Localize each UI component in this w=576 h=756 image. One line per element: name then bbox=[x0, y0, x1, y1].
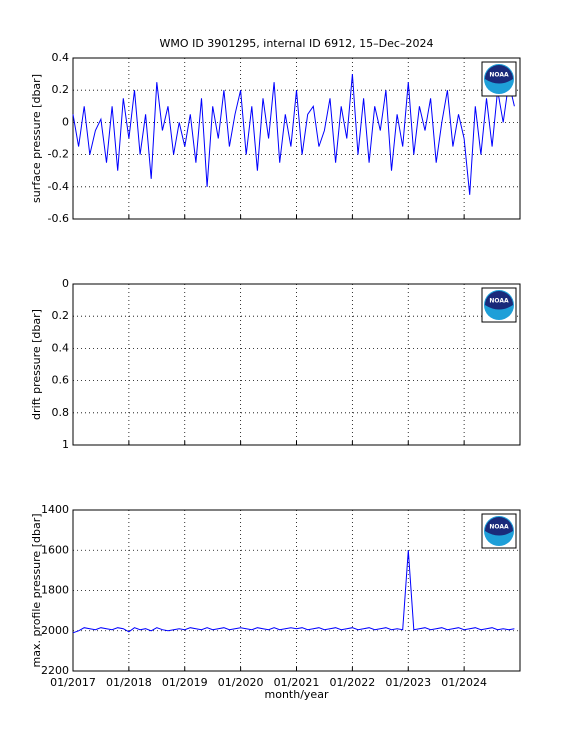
x-tick-label: 01/2023 bbox=[385, 676, 431, 689]
logo-bird bbox=[485, 65, 513, 84]
y-tick-label: 0 bbox=[62, 115, 69, 128]
logo-bird bbox=[485, 517, 513, 536]
plot-frame bbox=[72, 57, 521, 220]
x-tick-label: 01/2019 bbox=[162, 676, 208, 689]
y-axis-label: drift pressure [dbar] bbox=[30, 309, 43, 420]
data-line bbox=[72, 550, 515, 634]
logo-bird bbox=[485, 291, 513, 310]
x-tick-label: 01/2021 bbox=[274, 676, 320, 689]
y-tick-label: 2000 bbox=[41, 624, 69, 637]
y-tick-label: 0.2 bbox=[52, 309, 70, 322]
logo-text: NOAA bbox=[489, 298, 509, 305]
plot-frame bbox=[72, 283, 521, 446]
x-tick-label: 01/2022 bbox=[330, 676, 376, 689]
y-tick-label: 0.6 bbox=[52, 374, 70, 387]
y-tick-label: 0.4 bbox=[52, 51, 70, 64]
logo-text: NOAA bbox=[489, 72, 509, 79]
y-tick-label: 1600 bbox=[41, 543, 69, 556]
y-tick-label: 2200 bbox=[41, 664, 69, 677]
y-tick-label: 0.2 bbox=[52, 83, 70, 96]
x-tick-label: 01/2020 bbox=[218, 676, 264, 689]
y-tick-label: -0.6 bbox=[48, 212, 69, 225]
y-tick-label: 1400 bbox=[41, 503, 69, 516]
data-line bbox=[72, 74, 515, 195]
plot-frame bbox=[72, 509, 521, 672]
y-tick-label: 1800 bbox=[41, 584, 69, 597]
x-tick-label: 01/2018 bbox=[106, 676, 152, 689]
y-tick-label: 1 bbox=[62, 438, 69, 451]
y-axis-label: max. profile pressure [dbar] bbox=[30, 513, 43, 667]
panel: WMO ID 3901295, internal ID 6912, 15–Dec… bbox=[30, 37, 521, 225]
y-tick-label: -0.2 bbox=[48, 148, 69, 161]
y-tick-label: 0.8 bbox=[52, 406, 70, 419]
logo-text: NOAA bbox=[489, 524, 509, 531]
y-tick-label: -0.4 bbox=[48, 180, 69, 193]
panel: 0 0.2 0.4 0.6 0.8 1 drift pressure [dbar] NOAA bbox=[30, 277, 521, 451]
chart-title: WMO ID 3901295, internal ID 6912, 15–Dec… bbox=[160, 37, 434, 50]
y-tick-label: 0.4 bbox=[52, 341, 70, 354]
x-tick-label: 01/2017 bbox=[50, 676, 96, 689]
y-axis-label: surface pressure [dbar] bbox=[30, 74, 43, 203]
y-tick-label: 0 bbox=[62, 277, 69, 290]
x-axis-label: month/year bbox=[265, 688, 329, 701]
x-tick-label: 01/2024 bbox=[441, 676, 487, 689]
